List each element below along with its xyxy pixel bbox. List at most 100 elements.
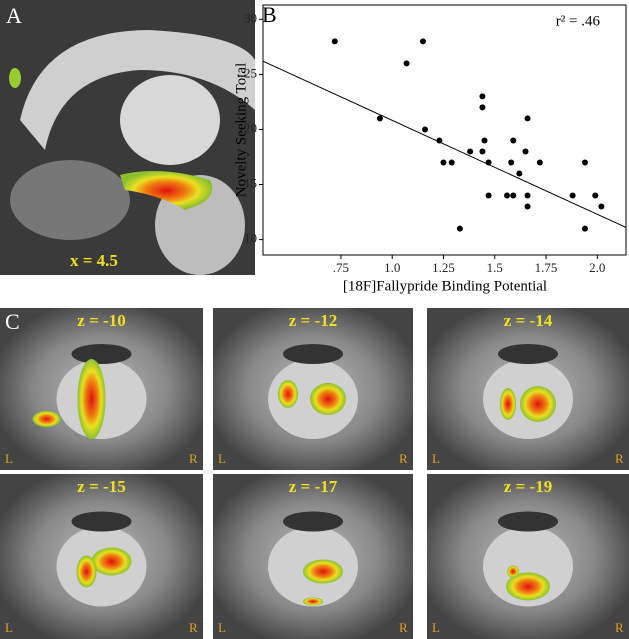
point — [536, 159, 543, 166]
activation — [303, 559, 343, 584]
x-tick-label: .75 — [333, 260, 349, 275]
x-axis-label: [18F]Fallypride Binding Potential — [343, 278, 547, 294]
activation — [500, 388, 516, 420]
activation — [310, 383, 346, 415]
left-marker: L — [5, 451, 13, 466]
point — [569, 192, 576, 199]
slice-caption: z = -14 — [504, 311, 553, 330]
point — [422, 126, 429, 133]
y-tick-label: 30 — [244, 10, 257, 25]
left-marker: L — [5, 620, 13, 635]
slice: z = -10 L R — [0, 308, 203, 470]
aqueduct — [283, 511, 343, 532]
activation — [278, 380, 298, 408]
activation — [507, 565, 519, 578]
point — [508, 159, 515, 166]
slice-caption: z = -15 — [77, 477, 125, 496]
left-marker: L — [432, 620, 440, 635]
point — [467, 148, 474, 155]
slice-caption: z = -12 — [289, 311, 337, 330]
point — [403, 60, 410, 67]
activation — [520, 386, 556, 422]
point — [485, 159, 492, 166]
aqueduct — [283, 344, 343, 364]
panel-letter: A — [6, 3, 22, 28]
activation — [506, 572, 550, 601]
point — [479, 104, 486, 111]
point — [524, 203, 531, 210]
point — [504, 192, 511, 199]
slice-caption: z = -19 — [504, 477, 552, 496]
panel-letter: B — [262, 2, 277, 27]
right-marker: R — [399, 620, 408, 635]
annotation: r² = .46 — [556, 13, 601, 29]
point — [479, 93, 486, 100]
slice: z = -17 L R — [213, 474, 413, 639]
fit-line — [262, 60, 627, 228]
tissue — [10, 160, 130, 240]
y-tick-label: 10 — [244, 231, 257, 246]
right-marker: R — [615, 620, 624, 635]
point — [598, 203, 605, 210]
point — [331, 38, 338, 45]
activation — [120, 171, 213, 210]
slice: z = -12 L R — [213, 308, 413, 470]
activation — [9, 68, 21, 88]
midbrain — [483, 526, 573, 607]
point — [479, 148, 486, 155]
x-tick-label: 1.25 — [432, 260, 455, 275]
right-marker: R — [189, 451, 198, 466]
slice-caption: x = 4.5 — [70, 251, 118, 270]
point — [592, 192, 599, 199]
panel-c: z = -10 L Rz = -12 L Rz = -14 L Rz = -15 L Rz = … — [0, 303, 629, 639]
point — [448, 159, 455, 166]
aqueduct — [498, 511, 558, 532]
point — [419, 38, 426, 45]
left-marker: L — [218, 451, 226, 466]
panel-a: A x = 4.5 — [0, 0, 255, 275]
panel-letter: C — [5, 309, 20, 334]
point — [376, 115, 383, 122]
y-axis-label: Novelty Seeking Total — [233, 63, 249, 198]
left-marker: L — [432, 451, 440, 466]
point — [510, 192, 517, 199]
slice: z = -19 L R — [427, 474, 629, 639]
point — [524, 192, 531, 199]
point — [436, 137, 443, 144]
right-marker: R — [615, 451, 624, 466]
point — [481, 137, 488, 144]
y-tick-label: 20 — [244, 120, 257, 135]
point — [440, 159, 447, 166]
y-tick-label: 25 — [244, 65, 257, 80]
point — [524, 115, 531, 122]
x-tick-label: 1.75 — [535, 260, 558, 275]
aqueduct — [71, 344, 132, 364]
aqueduct — [498, 344, 558, 364]
corpus-callosum — [20, 30, 255, 150]
point — [456, 225, 463, 232]
x-tick-label: 1.0 — [384, 260, 400, 275]
panel-b: B r² = .46 [18F]Fallypride Binding Poten… — [233, 2, 627, 294]
activation — [77, 359, 106, 439]
point — [485, 192, 492, 199]
point — [522, 148, 529, 155]
x-tick-label: 1.5 — [487, 260, 503, 275]
right-marker: R — [189, 620, 198, 635]
point — [516, 170, 523, 177]
thalamus — [120, 75, 220, 165]
y-tick-label: 15 — [244, 175, 257, 190]
activation — [303, 597, 323, 606]
slice: z = -15 L R — [0, 474, 203, 639]
slice-caption: z = -10 — [77, 311, 125, 330]
activation — [91, 547, 132, 576]
point — [581, 159, 588, 166]
plot-frame — [262, 4, 627, 256]
right-marker: R — [399, 451, 408, 466]
x-tick-label: 2.0 — [589, 260, 605, 275]
activation — [76, 555, 97, 588]
left-marker: L — [218, 620, 226, 635]
slice: z = -14 L R — [427, 308, 629, 470]
aqueduct — [71, 511, 132, 532]
activation — [32, 411, 61, 427]
